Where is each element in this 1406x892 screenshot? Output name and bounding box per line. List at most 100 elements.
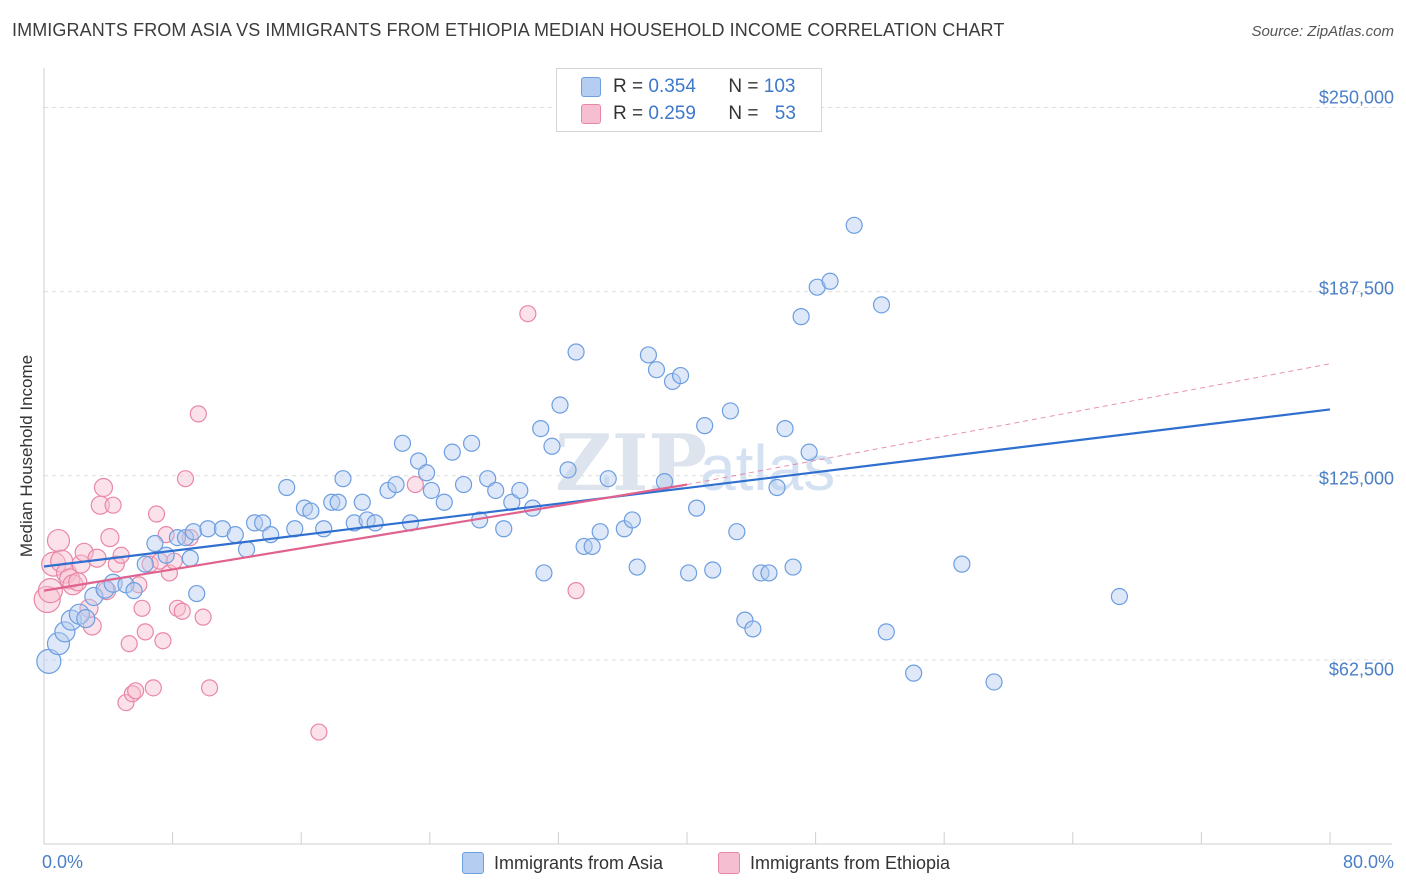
asia-point-32 [329,493,347,511]
legend-item-asia[interactable]: Immigrants from Asia [462,852,663,874]
ethiopia-point-41 [194,608,212,626]
x-tick-label-max: 80.0% [1342,852,1394,872]
asia-point-47 [454,475,473,494]
ethiopia-point-42 [200,679,219,697]
y-tick-label-125000: $125,000 [1318,468,1394,489]
legend-item-ethiopia[interactable]: Immigrants from Ethiopia [718,852,950,874]
asia-point-10 [125,582,143,600]
asia-point-43 [417,464,436,482]
asia-point-96 [985,673,1003,691]
axes [43,68,1392,845]
asia-point-44 [422,481,441,500]
asia-point-13 [157,546,175,564]
asia-point-21 [226,526,244,544]
asia-r-label: R = [613,76,644,97]
legend-ethiopia-swatch [718,852,740,874]
asia-point-34 [345,514,363,532]
asia-point-50 [479,470,497,488]
asia-point-16 [181,549,199,567]
stats-row-ethiopia: R = 0.259 N = 53 [581,102,796,126]
legend-asia-swatch [462,852,484,874]
asia-point-17 [184,523,203,541]
asia-point-61 [567,343,585,361]
asia-point-94 [905,664,923,682]
asia-point-54 [511,481,529,500]
asia-point-65 [599,470,617,488]
asia-point-93 [877,623,895,641]
ethiopia-point-15 [93,477,114,498]
ethiopia-point-18 [104,496,122,514]
asia-point-69 [639,346,658,364]
watermark-atlas: atlas [700,432,835,504]
ethiopia-point-33 [157,526,175,544]
ethiopia-point-23 [123,685,142,703]
asia-swatch [581,77,601,97]
ethiopia-point-8 [68,572,88,592]
ethiopia-point-24 [127,682,145,700]
asia-point-64 [591,523,609,541]
asia-point-39 [387,475,405,494]
asia-point-35 [353,493,371,511]
asia-point-40 [393,434,412,452]
ethiopia-point-37 [173,602,191,620]
ethiopia-point-36 [168,599,187,617]
asia-point-63 [583,537,601,556]
ethiopia-point-38 [176,470,195,488]
ethiopia-point-12 [82,616,102,636]
asia-point-11 [136,555,154,573]
asia-n-label: N = [728,76,759,97]
y-tick-label-250000: $250,000 [1318,87,1394,108]
asia-point-68 [628,558,646,576]
ethiopia-swatch [581,104,601,124]
asia-point-90 [821,272,839,290]
stats-row-asia: R = 0.354 N = 103 [581,75,795,99]
y-axis-label: Median Household Income [17,354,36,558]
asia-point-86 [784,558,802,576]
asia-point-22 [237,540,256,558]
asia-point-37 [366,514,384,532]
asia-point-19 [199,520,217,538]
legend-asia-label: Immigrants from Asia [494,852,664,873]
ethiopia-point-46 [567,582,585,600]
asia-point-51 [487,481,505,500]
asia-point-97 [1110,587,1129,606]
correlation-stats-box: R = 0.354 N = 103 R = 0.259 N = 53 [556,68,822,132]
ethiopia-r-value: 0.259 [648,103,696,124]
asia-point-24 [254,514,272,532]
asia-point-76 [696,417,714,435]
asia-point-2 [54,621,76,643]
y-tick-label-187500: $187,500 [1318,278,1394,299]
asia-point-1 [46,632,71,656]
trendlines [43,363,1331,592]
ethiopia-point-22 [120,635,138,653]
source-credit: Source: ZipAtlas.com [1251,23,1394,40]
asia-point-87 [792,308,810,326]
ethiopia-point-3 [46,528,71,553]
asia-point-79 [728,523,746,541]
asia-point-81 [744,620,762,638]
asia-point-78 [721,402,740,420]
asia-point-12 [146,534,164,553]
ethiopia-point-45 [519,305,537,323]
asia-point-33 [334,470,352,488]
ethiopia-n-label: N = [728,103,759,124]
ethiopia-point-27 [136,623,154,641]
ethiopia-r-label: R = [613,103,644,124]
asia-point-91 [845,216,863,234]
ethiopia-point-19 [107,555,125,573]
x-tick-label-min: 0.0% [42,852,84,872]
gridlines [44,106,1392,661]
asia-n-value: 103 [763,76,796,97]
ethiopia-n-value: 53 [774,103,796,124]
y-tick-label-62500: $62,500 [1328,659,1394,680]
asia-point-92 [872,296,891,314]
asia-point-48 [462,434,481,452]
asia-point-70 [647,361,666,379]
asia-point-56 [532,419,550,438]
asia-point-77 [704,561,722,579]
ethiopia-point-44 [406,475,424,494]
asia-point-58 [543,437,561,455]
asia-point-74 [680,564,698,582]
asia-r-value: 0.354 [648,76,696,97]
